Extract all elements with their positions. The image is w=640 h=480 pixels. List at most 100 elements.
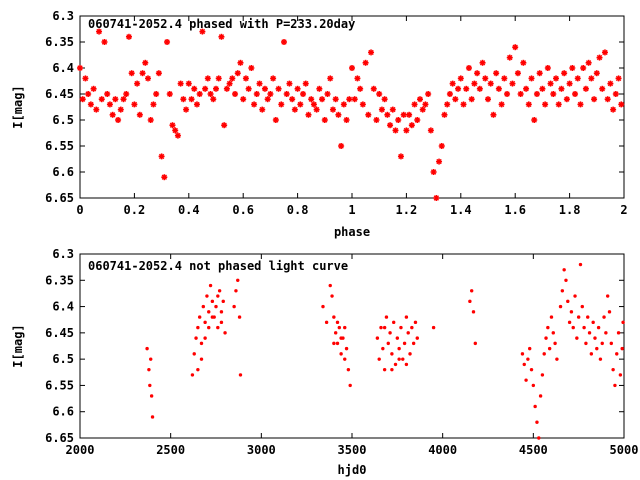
data-point — [401, 357, 405, 361]
point-stroke — [251, 101, 257, 108]
data-point — [425, 91, 432, 97]
point-stroke — [180, 96, 187, 102]
data-point — [615, 352, 619, 356]
point-stroke — [373, 117, 380, 123]
data-point — [411, 101, 418, 108]
x-tick-label: 1.8 — [559, 203, 581, 217]
data-point — [378, 106, 385, 113]
point-stroke — [390, 106, 396, 113]
y-tick-label: 6.4 — [52, 61, 74, 75]
point-stroke — [259, 106, 265, 113]
data-point — [404, 315, 409, 319]
data-point — [237, 315, 242, 319]
data-point — [196, 325, 200, 330]
point-stroke — [164, 39, 170, 45]
data-point — [598, 357, 603, 361]
y-tick-label: 6.35 — [45, 273, 74, 287]
point-stroke — [362, 60, 369, 66]
data-point — [618, 101, 625, 108]
point-stroke — [120, 96, 127, 102]
data-point — [218, 33, 225, 40]
data-point — [147, 367, 151, 372]
point-stroke — [126, 34, 132, 40]
data-point — [348, 383, 352, 388]
data-point — [343, 325, 347, 330]
data-point — [520, 59, 527, 66]
data-point — [498, 101, 505, 108]
point-stroke — [131, 101, 138, 108]
data-point — [538, 394, 543, 398]
data-point — [395, 117, 402, 123]
data-point — [85, 91, 92, 97]
point-stroke — [254, 91, 260, 97]
point-stroke — [177, 80, 184, 87]
point-stroke — [591, 96, 597, 102]
point-stroke — [550, 91, 556, 97]
point-stroke — [82, 75, 89, 82]
data-point — [523, 85, 530, 92]
data-point — [229, 75, 236, 82]
point-stroke — [458, 75, 464, 82]
data-point — [514, 70, 521, 77]
data-point — [547, 80, 554, 87]
data-point — [547, 346, 552, 351]
data-point — [609, 341, 614, 346]
y-tick-label: 6.6 — [52, 165, 74, 179]
data-point — [512, 44, 519, 51]
data-point — [219, 310, 224, 314]
data-point — [555, 357, 559, 361]
point-stroke — [607, 80, 614, 87]
data-point — [237, 59, 244, 66]
data-point — [321, 117, 328, 123]
data-point — [591, 96, 598, 103]
data-point — [79, 96, 86, 103]
point-stroke — [202, 86, 208, 92]
point-stroke — [572, 91, 578, 97]
point-stroke — [504, 91, 510, 97]
point-stroke — [278, 101, 284, 108]
data-point — [238, 373, 243, 377]
point-stroke — [330, 106, 336, 113]
point-stroke — [115, 117, 121, 123]
point-stroke — [558, 86, 565, 92]
data-point — [272, 117, 279, 123]
point-stroke — [191, 86, 197, 92]
point-stroke — [313, 106, 320, 113]
data-point — [335, 320, 340, 325]
point-stroke — [90, 86, 97, 92]
data-point — [487, 80, 494, 87]
data-point — [196, 91, 203, 97]
point-stroke — [403, 127, 410, 134]
data-point — [180, 96, 187, 103]
point-stroke — [240, 96, 246, 102]
point-stroke — [553, 75, 559, 82]
data-point — [558, 85, 565, 92]
data-point — [382, 325, 387, 330]
data-point — [621, 320, 625, 325]
data-point — [332, 315, 336, 319]
data-point — [316, 85, 323, 92]
data-point — [155, 70, 162, 77]
point-stroke — [169, 122, 176, 128]
data-point — [150, 415, 155, 419]
point-stroke — [80, 96, 86, 102]
data-point — [207, 325, 211, 330]
point-stroke — [387, 122, 393, 128]
point-stroke — [583, 86, 589, 92]
point-stroke — [156, 70, 162, 76]
point-stroke — [610, 106, 616, 113]
point-stroke — [346, 96, 352, 102]
point-stroke — [341, 101, 347, 108]
data-point — [485, 96, 491, 103]
x-tick-label: 3500 — [338, 443, 367, 457]
data-point — [493, 70, 500, 77]
point-stroke — [512, 44, 518, 50]
y-tick-label: 6.65 — [45, 191, 74, 205]
data-point — [245, 85, 252, 92]
data-point — [343, 117, 350, 123]
point-stroke — [523, 86, 529, 92]
data-point — [576, 315, 581, 319]
point-stroke — [479, 60, 486, 66]
data-point — [373, 117, 380, 123]
data-point — [524, 378, 528, 382]
